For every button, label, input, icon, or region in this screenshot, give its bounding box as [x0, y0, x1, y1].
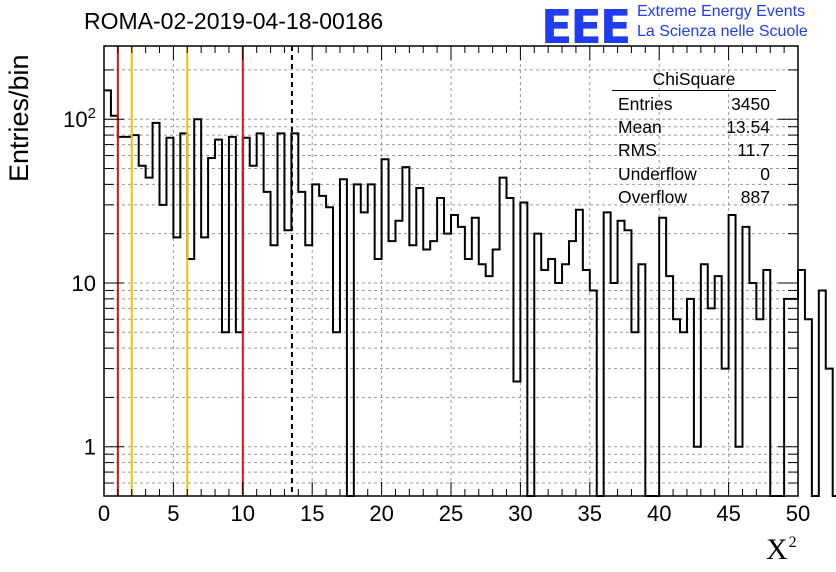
- x-tick-label: 10: [231, 501, 255, 526]
- x-tick-label: 25: [439, 501, 463, 526]
- x-tick-label: 35: [578, 501, 602, 526]
- stats-label: Entries: [618, 94, 673, 114]
- stats-title: ChiSquare: [612, 68, 776, 91]
- x-tick-label: 20: [369, 501, 393, 526]
- y-tick-label: 102: [63, 105, 96, 132]
- grid-lines: [104, 46, 798, 496]
- x-tick-label: 15: [300, 501, 324, 526]
- stats-label: Overflow: [618, 186, 688, 207]
- stats-value: 0: [760, 163, 770, 184]
- x-tick-label: 50: [786, 501, 810, 526]
- y-axis-label: Entries/bin: [4, 54, 34, 182]
- x-tick-label: 0: [98, 501, 110, 526]
- reference-lines: [116, 46, 293, 496]
- histogram-outline: [104, 89, 836, 497]
- logo-line-2: La Scienza nelle Scuole: [637, 23, 808, 40]
- stats-row-mean: Mean 13.54: [612, 116, 776, 139]
- axis-ticks: [103, 46, 799, 497]
- stats-row-entries: Entries 3450: [612, 93, 776, 116]
- x-tick-label: 5: [167, 501, 179, 526]
- stats-label: RMS: [618, 140, 657, 161]
- chart-title: ROMA-02-2019-04-18-00186: [84, 8, 384, 34]
- stats-label: Mean: [618, 117, 662, 138]
- stats-value: 3450: [731, 94, 770, 114]
- stats-value: 11.7: [737, 140, 770, 161]
- axis-tick-labels: 0 5 10 15 20 25 30 35 40 45 50 1 10 102: [63, 105, 810, 526]
- y-tick-label: 1: [84, 435, 96, 460]
- eee-logo: EEE: [541, 0, 631, 54]
- logo-line-1: Extreme Energy Events: [637, 3, 806, 20]
- stats-row-overflow: Overflow 887: [612, 186, 776, 209]
- stats-box: ChiSquare Entries 3450 Mean 13.54 RMS 11…: [612, 68, 776, 209]
- logo-caption: Extreme Energy Events La Scienza nelle S…: [637, 2, 808, 42]
- stats-value: 13.54: [726, 117, 770, 138]
- x-tick-label: 30: [508, 501, 532, 526]
- x-axis-label: X2: [766, 533, 797, 566]
- stats-label: Underflow: [618, 163, 697, 184]
- stats-value: 887: [740, 186, 770, 207]
- stats-row-rms: RMS 11.7: [612, 139, 776, 162]
- stats-row-underflow: Underflow 0: [612, 163, 776, 186]
- x-tick-label: 40: [647, 501, 671, 526]
- histogram-series: [104, 89, 836, 497]
- y-tick-label: 10: [72, 271, 96, 296]
- x-tick-label: 45: [716, 501, 740, 526]
